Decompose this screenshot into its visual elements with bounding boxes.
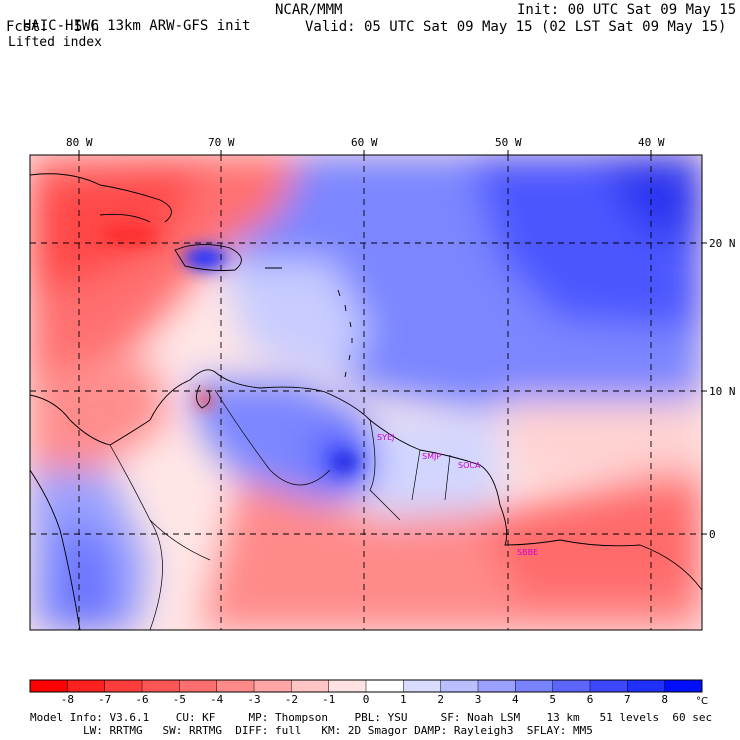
colorbar-label: -8 — [60, 693, 74, 706]
colorbar-swatch — [67, 680, 106, 692]
colorbar-swatch — [328, 680, 367, 692]
colorbar-swatch — [216, 680, 255, 692]
colorbar-label: 3 — [474, 693, 482, 706]
forecast-hour: 5 h — [74, 19, 100, 35]
colorbar-label: -4 — [210, 693, 224, 706]
lat-label: 10 N — [709, 385, 736, 398]
station-labels: SYEJ SMJP SOCA SBBE — [377, 433, 538, 557]
colorbar-swatch — [291, 680, 330, 692]
colorbar-swatch — [664, 680, 703, 692]
station-soca: SOCA — [458, 461, 481, 470]
island-chain — [337, 289, 353, 378]
colorbar-swatch — [403, 680, 442, 692]
model-title: HAIC-HIWC 13km ARW-GFS init — [22, 18, 251, 34]
model-info-line1: Model Info: V3.6.1 CU: KF MP: Thompson P… — [30, 711, 713, 724]
colorbar-label: 8 — [661, 693, 668, 706]
colorbar-swatch — [179, 680, 218, 692]
colorbar-swatch — [552, 680, 591, 692]
valid-time: Valid: 05 UTC Sat 09 May 15 (02 LST Sat … — [305, 19, 727, 35]
colorbar-label: -6 — [135, 693, 149, 706]
station-smjp: SMJP — [422, 452, 441, 461]
lon-label: 50 W — [495, 136, 522, 149]
forecast-label: Fcst: — [6, 19, 49, 35]
colorbar-label: -3 — [247, 693, 261, 706]
colorbar-swatch — [104, 680, 143, 692]
colorbar-label: 1 — [400, 693, 407, 706]
colorbar-swatch — [440, 680, 479, 692]
colorbar-label: 4 — [512, 693, 519, 706]
borders — [109, 389, 451, 630]
org-label: NCAR/MMM — [275, 2, 343, 18]
colorbar-label: -7 — [98, 693, 112, 706]
lon-label: 40 W — [638, 136, 665, 149]
lon-labels: 80 W 70 W 60 W 50 W 40 W — [66, 136, 665, 149]
colorbar-swatch — [142, 680, 180, 692]
colorbar-swatch — [478, 680, 516, 692]
colorbar-swatch — [627, 680, 666, 692]
lon-label: 60 W — [351, 136, 378, 149]
lat-label: 20 N — [709, 237, 736, 250]
colorbar-label: 7 — [624, 693, 631, 706]
model-info-line2: LW: RRTMG SW: RRTMG DIFF: full KM: 2D Sm… — [30, 724, 593, 737]
colorbar-label: -5 — [172, 693, 186, 706]
init-time: Init: 00 UTC Sat 09 May 15 — [517, 2, 737, 18]
colorbar-swatch — [590, 680, 628, 692]
lon-label: 70 W — [208, 136, 235, 149]
colorbar-label: 0 — [362, 693, 370, 706]
tick-marks — [78, 150, 707, 535]
colorbar-swatch — [515, 680, 554, 692]
lat-labels: 20 N 10 N 0 — [709, 237, 736, 541]
colorbar — [29, 679, 703, 693]
colorbar-label: 5 — [549, 693, 556, 706]
station-syej: SYEJ — [377, 433, 394, 442]
lon-label: 80 W — [66, 136, 93, 149]
field-name: Lifted index — [8, 35, 102, 50]
lat-label: 0 — [709, 528, 716, 541]
colorbar-swatch — [30, 680, 68, 692]
colorbar-label: -1 — [322, 693, 336, 706]
map-frame — [29, 154, 703, 631]
lat-lon-grid — [30, 155, 702, 630]
colorbar-swatch — [254, 680, 292, 692]
colorbar-unit: °C — [696, 696, 708, 707]
colorbar-label: 6 — [586, 693, 594, 706]
colorbar-swatch — [366, 680, 404, 692]
station-sbbe: SBBE — [517, 548, 538, 557]
lifted-index-field — [30, 155, 702, 630]
colorbar-label: 2 — [437, 693, 444, 706]
colorbar-label: -2 — [284, 693, 298, 706]
